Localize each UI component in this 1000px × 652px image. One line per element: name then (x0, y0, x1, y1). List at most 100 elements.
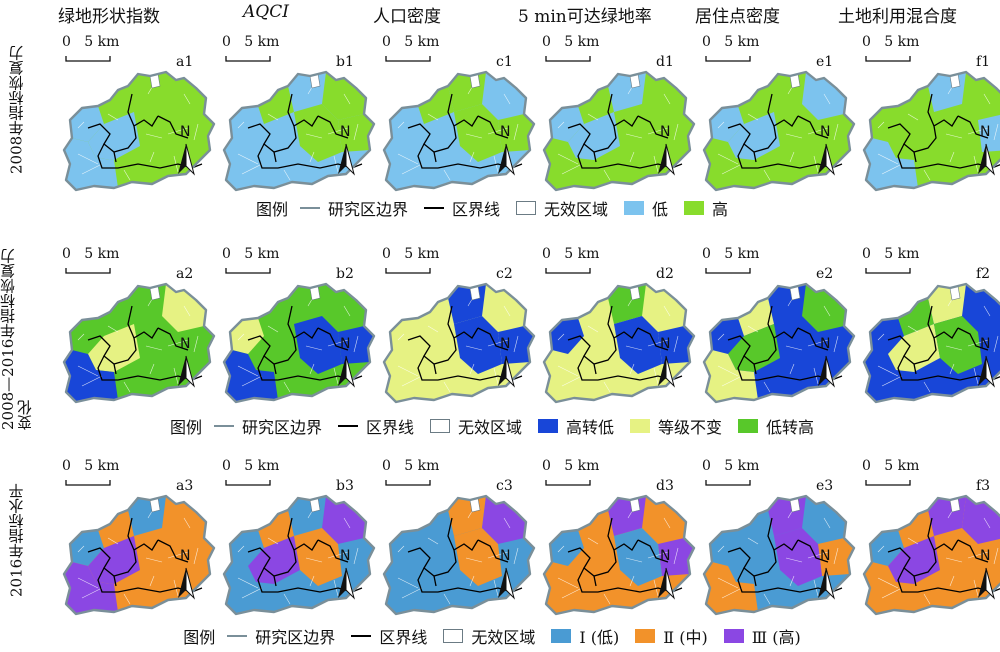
cell-boundary (923, 381, 931, 393)
district-line (127, 93, 135, 127)
cell-boundary (625, 557, 643, 563)
cell-boundary (77, 153, 99, 165)
district-line (287, 517, 295, 551)
invalid-area-symbol (443, 629, 464, 643)
cell-boundary (513, 123, 519, 141)
district-line (913, 575, 917, 587)
district-map (62, 56, 216, 192)
legend-label: 低转高 (766, 418, 815, 437)
scale-bar (65, 480, 111, 486)
study-area-boundary (702, 494, 856, 616)
cell-boundary (305, 133, 323, 139)
study-area-boundary (62, 494, 216, 616)
study-area-boundary (222, 70, 376, 192)
cell-boundary (763, 593, 771, 605)
district-map (382, 480, 536, 616)
district-line (927, 93, 935, 127)
cell-boundary (877, 545, 885, 553)
legend-item-class-3: 低转高 (738, 414, 814, 438)
cell-boundary (167, 339, 189, 347)
cell-boundary (309, 151, 315, 163)
legend-item-class-1: Ⅰ (低) (551, 624, 619, 648)
legend-item-class-2: 高 (684, 196, 728, 220)
legend-label: 无效区域 (544, 200, 609, 219)
legend-label: Ⅰ (低) (579, 628, 620, 647)
district-line (317, 327, 349, 351)
district-line (607, 305, 615, 339)
study-area-boundary (62, 282, 216, 404)
column-title-a: 绿地形状指数 (58, 7, 160, 27)
invalid-area-symbol (429, 419, 450, 433)
map-panel: 0 5 km b1 N (218, 34, 378, 194)
class-region (294, 528, 342, 586)
legend-item-invalid: 无效区域 (516, 196, 608, 220)
map-panel: 0 5 km a2 N (58, 246, 218, 406)
scale-bar (225, 480, 271, 486)
scale-bar (705, 480, 751, 486)
legend-label: 研究区边界 (241, 418, 322, 437)
scale-bar-label: 0 5 km (222, 458, 280, 474)
cell-boundary (237, 121, 245, 129)
class-region (64, 138, 118, 190)
cell-boundary (77, 365, 99, 377)
cell-boundary (881, 163, 903, 175)
map-panel: 0 5 km c1 N (378, 34, 538, 194)
scale-bar-label: 0 5 km (222, 246, 280, 262)
district-line (637, 539, 669, 563)
district-line (433, 575, 437, 587)
district-line (157, 539, 189, 563)
class-region (710, 106, 744, 142)
class-region (64, 350, 118, 402)
cell-boundary (305, 557, 323, 563)
panel-label: e3 (816, 478, 834, 494)
district-line (567, 115, 639, 153)
district-map (862, 480, 1000, 616)
district-line (567, 539, 639, 577)
cell-boundary (77, 121, 85, 129)
district-line (273, 151, 277, 163)
cell-boundary (663, 93, 671, 105)
row-title-1: 2008年指标恢复力 (7, 45, 26, 175)
class-region (258, 86, 294, 124)
north-arrow-icon (178, 355, 195, 388)
cell-boundary (123, 593, 131, 605)
district-map (222, 268, 376, 404)
cell-boundary (81, 375, 103, 387)
district-line (727, 539, 799, 577)
cell-boundary (183, 305, 191, 317)
cell-boundary (629, 151, 635, 163)
class-region (864, 138, 918, 190)
scale-bar-label: 0 5 km (382, 246, 440, 262)
district-line (957, 115, 989, 139)
district-line (753, 151, 757, 163)
cell-boundary (625, 133, 643, 139)
district-line (607, 93, 615, 127)
cell-boundary (663, 305, 671, 317)
cell-boundary (747, 325, 759, 333)
scale-bar-label: 0 5 km (62, 246, 120, 262)
cell-boundary (807, 127, 829, 135)
cell-boundary (557, 153, 579, 165)
district-line (637, 327, 669, 351)
study-area-boundary (862, 494, 1000, 616)
class-region (294, 316, 342, 374)
cell-boundary (721, 587, 743, 599)
north-arrow-icon (498, 567, 515, 600)
cell-boundary (397, 121, 405, 129)
cell-boundary (465, 557, 483, 563)
cell-boundary (717, 545, 725, 553)
cell-boundary (949, 575, 955, 587)
scale-bar-label: 0 5 km (702, 246, 760, 262)
scale-bar (705, 56, 751, 62)
district-map (382, 268, 536, 404)
district-line (753, 575, 757, 587)
scale-bar (545, 56, 591, 62)
cell-boundary (717, 153, 739, 165)
cell-boundary (241, 163, 263, 175)
north-arrow-icon (338, 143, 355, 176)
cell-boundary (785, 345, 803, 351)
class-region (294, 104, 342, 162)
column-title-d: 5 min可达绿地率 (518, 7, 652, 27)
scale-bar (865, 56, 911, 62)
cell-boundary (983, 93, 991, 105)
